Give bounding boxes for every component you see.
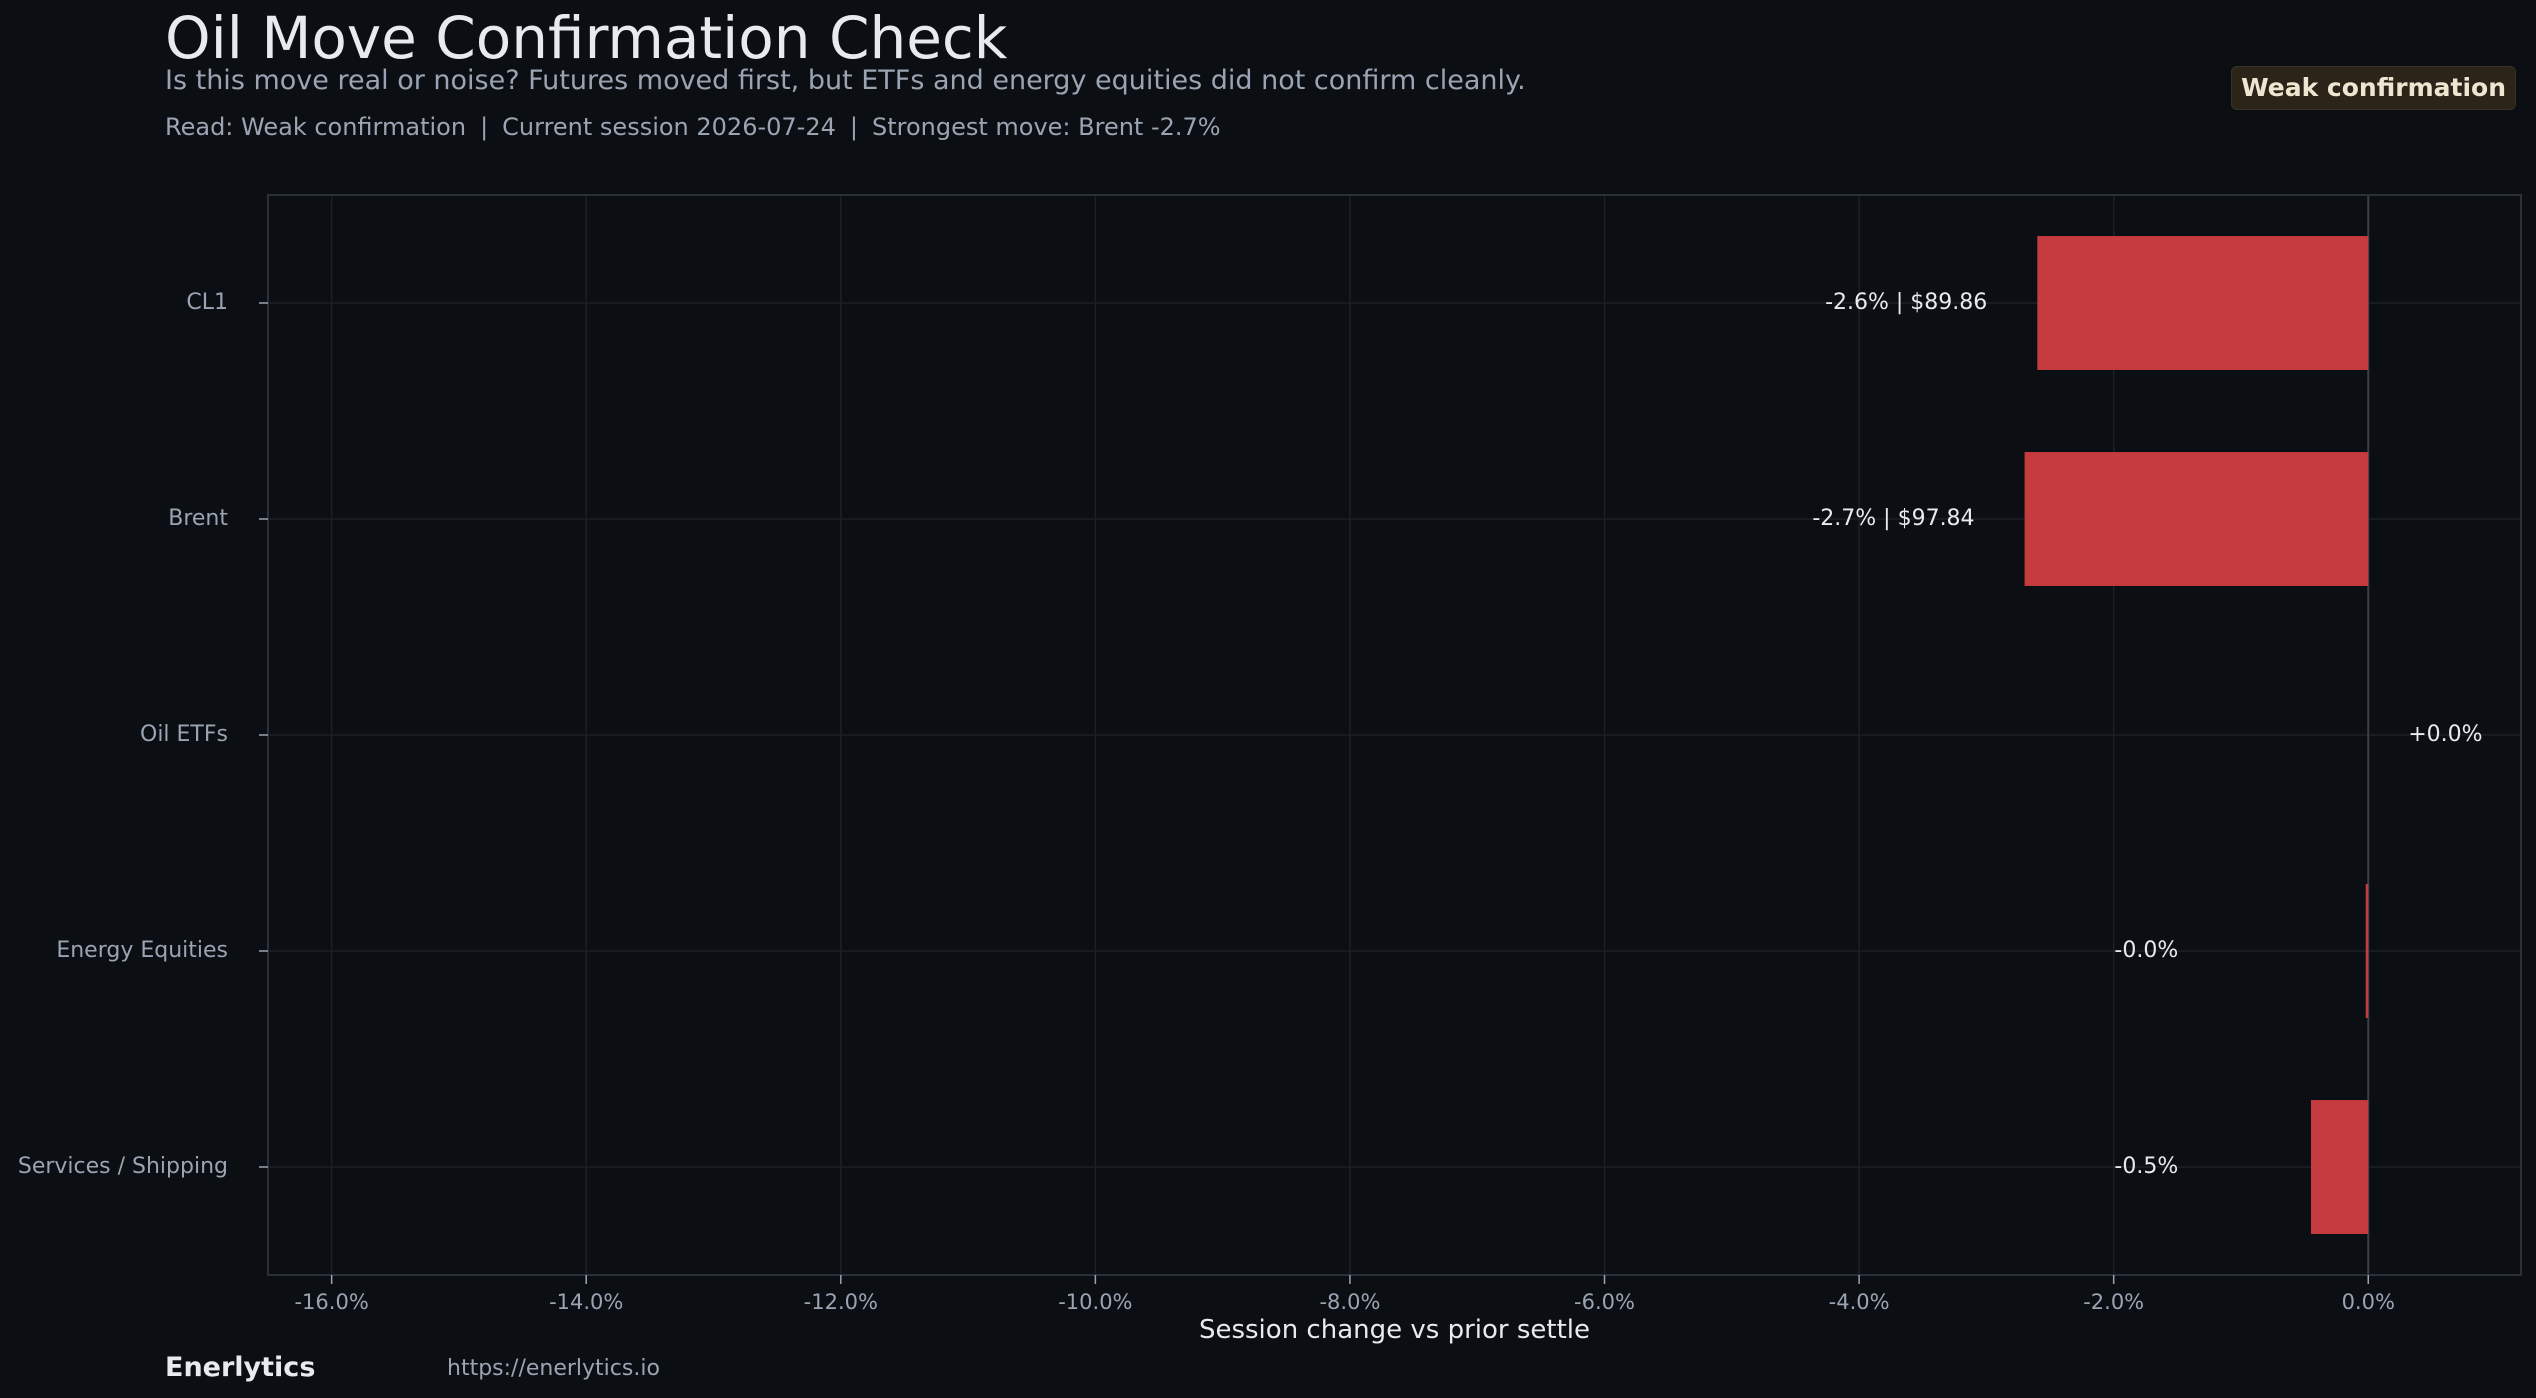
data-label: -0.0% xyxy=(2114,938,2178,963)
page-subtitle: Is this move real or noise? Futures move… xyxy=(165,65,1526,96)
y-tick-label: Brent xyxy=(168,506,228,531)
data-label: -0.5% xyxy=(2114,1154,2178,1179)
x-tick-label: -10.0% xyxy=(1058,1290,1132,1314)
bar xyxy=(2365,884,2369,1018)
footer-url[interactable]: https://enerlytics.io xyxy=(447,1356,660,1381)
bar xyxy=(2310,1100,2369,1234)
separator: | xyxy=(480,113,489,141)
read-line: Read: Weak confirmation | Current session … xyxy=(165,112,1221,142)
bar xyxy=(2037,236,2369,370)
data-label: -2.6% | $89.86 xyxy=(1825,290,1987,315)
x-tick-label: -14.0% xyxy=(549,1290,623,1314)
session-label: Current session 2026-07-24 xyxy=(502,113,836,141)
x-axis-label: Session change vs prior settle xyxy=(1199,1315,1590,1345)
bar xyxy=(2024,452,2369,586)
confirmation-badge: Weak confirmation xyxy=(2231,66,2516,110)
x-tick-label: -16.0% xyxy=(294,1290,368,1314)
x-tick-label: -2.0% xyxy=(2083,1290,2144,1314)
strongest-move-label: Strongest move: Brent -2.7% xyxy=(871,113,1221,141)
y-tick-label: Energy Equities xyxy=(56,938,228,963)
data-label: -2.7% | $97.84 xyxy=(1812,506,1974,531)
data-label: +0.0% xyxy=(2408,722,2482,747)
x-tick-label: -4.0% xyxy=(1829,1290,1890,1314)
separator: | xyxy=(849,113,858,141)
x-tick-label: -8.0% xyxy=(1319,1290,1380,1314)
read-label: Read: Weak confirmation xyxy=(165,113,467,141)
x-tick-label: -6.0% xyxy=(1574,1290,1635,1314)
page-title: Oil Move Confirmation Check xyxy=(165,4,1008,72)
x-tick-label: 0.0% xyxy=(2342,1290,2395,1314)
y-tick-label: Oil ETFs xyxy=(140,722,228,747)
y-tick-label: Services / Shipping xyxy=(18,1154,228,1179)
footer-brand: Enerlytics xyxy=(165,1352,316,1383)
x-tick-label: -12.0% xyxy=(804,1290,878,1314)
y-tick-label: CL1 xyxy=(186,290,228,315)
